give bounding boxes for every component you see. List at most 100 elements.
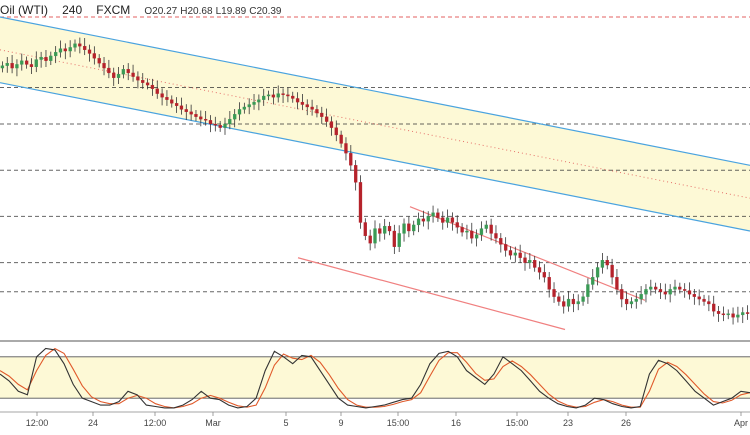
candle-down bbox=[286, 94, 290, 97]
candle-up bbox=[566, 298, 571, 307]
candle-up bbox=[0, 65, 5, 69]
sub-channel-lower-line bbox=[297, 257, 566, 331]
candle-up bbox=[116, 73, 121, 78]
candle-down bbox=[281, 93, 285, 95]
candle-down bbox=[407, 223, 411, 232]
candle-up bbox=[242, 106, 247, 110]
candle-down bbox=[194, 114, 198, 117]
interval-label: 240 bbox=[62, 3, 83, 17]
candle-down bbox=[547, 277, 551, 290]
candle-down bbox=[716, 311, 721, 314]
candle-up bbox=[402, 223, 406, 234]
time-axis-label: 12:00 bbox=[26, 418, 49, 428]
candle-up bbox=[634, 298, 638, 302]
candle-down bbox=[29, 64, 34, 68]
candle-up bbox=[228, 118, 232, 125]
candle-up bbox=[397, 233, 401, 247]
candle-up bbox=[223, 123, 227, 128]
candle-down bbox=[421, 218, 426, 222]
candle-up bbox=[484, 224, 488, 229]
candle-down bbox=[552, 289, 556, 297]
candle-up bbox=[58, 48, 63, 53]
candle-down bbox=[678, 286, 682, 290]
sub-channel-upper-line bbox=[409, 206, 646, 301]
candle-down bbox=[24, 60, 29, 65]
candle-down bbox=[731, 313, 735, 318]
candle-up bbox=[233, 114, 237, 120]
candle-down bbox=[489, 224, 493, 234]
candle-down bbox=[653, 286, 658, 290]
candle-down bbox=[712, 303, 716, 312]
candle-down bbox=[518, 252, 522, 258]
candle-down bbox=[436, 212, 440, 218]
candle-down bbox=[503, 244, 508, 251]
candle-down bbox=[692, 294, 697, 297]
symbol-label: Oil (WTI) bbox=[0, 3, 48, 17]
main-channel-lower-line bbox=[0, 82, 750, 232]
candle-up bbox=[276, 93, 280, 98]
candle-down bbox=[102, 63, 106, 69]
candle-down bbox=[610, 264, 614, 278]
candle-down bbox=[344, 143, 348, 154]
time-axis-label: 15:00 bbox=[387, 418, 410, 428]
candle-down bbox=[97, 58, 101, 64]
candle-up bbox=[262, 95, 266, 100]
time-axis-label: 26 bbox=[621, 418, 631, 428]
broker-label: FXCM bbox=[96, 3, 131, 17]
candle-down bbox=[683, 289, 687, 291]
candle-down bbox=[213, 123, 217, 126]
stochastic-band bbox=[0, 356, 750, 399]
candle-up bbox=[237, 109, 242, 115]
candle-up bbox=[247, 104, 251, 108]
candle-down bbox=[324, 116, 329, 122]
time-axis-label: 5 bbox=[283, 418, 288, 428]
candle-up bbox=[426, 216, 430, 222]
candle-down bbox=[363, 222, 367, 237]
candle-down bbox=[697, 296, 701, 300]
candle-up bbox=[73, 43, 77, 48]
candle-up bbox=[252, 101, 256, 105]
candle-down bbox=[353, 165, 358, 183]
candle-down bbox=[107, 67, 111, 74]
candle-up bbox=[576, 301, 580, 305]
candle-up bbox=[600, 260, 605, 268]
candle-down bbox=[523, 257, 527, 263]
candle-down bbox=[721, 313, 726, 316]
candle-down bbox=[557, 296, 561, 302]
candle-down bbox=[441, 217, 445, 223]
chart-header: Oil (WTI) 240 FXCM O20.27 H20.68 L19.89 … bbox=[0, 3, 281, 17]
candle-up bbox=[673, 286, 677, 290]
candle-up bbox=[266, 94, 271, 97]
candle-down bbox=[562, 301, 566, 307]
candle-down bbox=[508, 250, 513, 256]
time-axis-label: 23 bbox=[563, 418, 573, 428]
candle-down bbox=[494, 233, 498, 239]
candle-up bbox=[49, 55, 53, 61]
candle-down bbox=[199, 116, 203, 120]
ohlc-high: H20.68 bbox=[180, 6, 213, 17]
candle-up bbox=[34, 59, 38, 68]
candle-down bbox=[537, 267, 542, 273]
candle-up bbox=[383, 225, 387, 234]
candle-down bbox=[174, 103, 179, 106]
candle-up bbox=[53, 52, 58, 57]
stochastic-d-line bbox=[0, 347, 750, 409]
candle-down bbox=[184, 109, 188, 112]
candle-up bbox=[629, 301, 634, 305]
candle-down bbox=[83, 46, 87, 50]
candle-down bbox=[378, 228, 382, 234]
candle-down bbox=[460, 227, 464, 233]
candle-down bbox=[189, 111, 193, 115]
time-axis-label: 9 bbox=[338, 418, 343, 428]
candle-down bbox=[218, 125, 222, 128]
candle-up bbox=[591, 277, 595, 285]
candle-down bbox=[687, 290, 692, 295]
time-axis-label: 24 bbox=[88, 418, 98, 428]
candle-down bbox=[63, 48, 67, 52]
candle-down bbox=[92, 53, 97, 59]
candle-down bbox=[44, 56, 48, 61]
main-channel-upper-line bbox=[0, 16, 750, 166]
time-axis-label: 16 bbox=[451, 418, 461, 428]
